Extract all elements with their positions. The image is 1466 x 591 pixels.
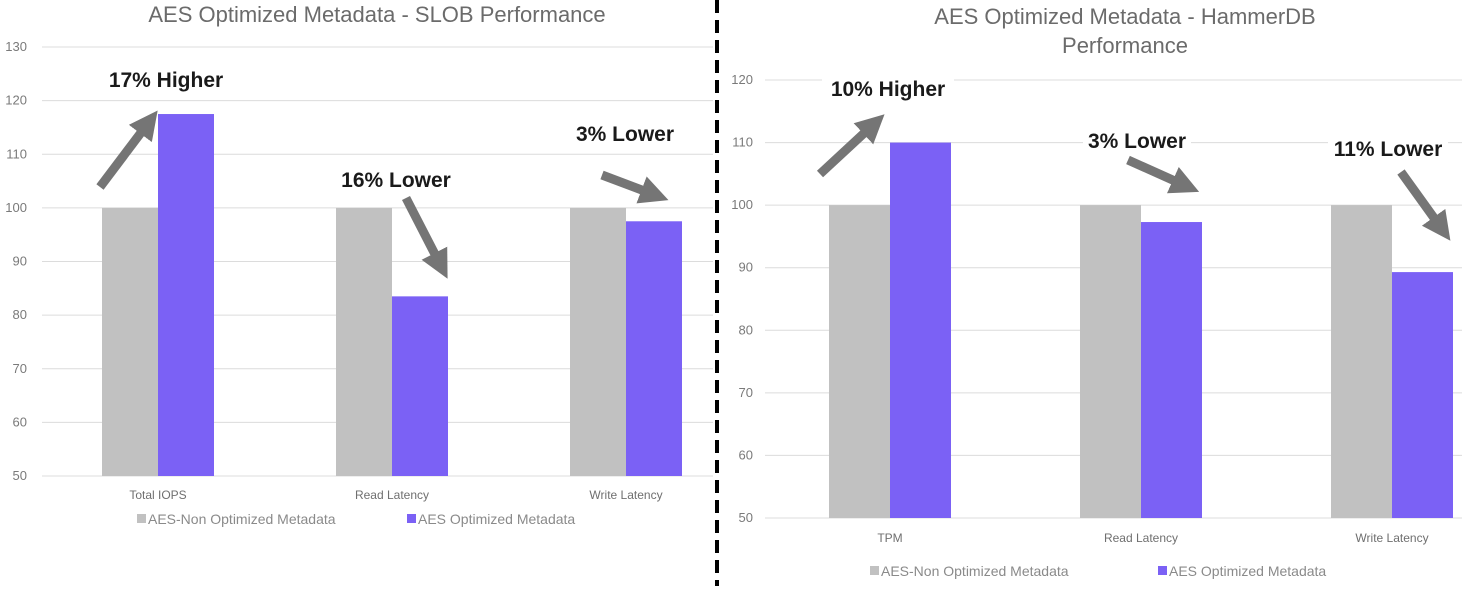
category-label: Write Latency <box>1355 531 1428 545</box>
arrow-down-icon <box>600 170 669 204</box>
category-label: Read Latency <box>1104 531 1178 545</box>
y-tick-label: 100 <box>731 197 753 212</box>
bar-optimized <box>158 114 214 476</box>
y-tick-label: 50 <box>13 468 27 483</box>
annotation-backdrop <box>1328 136 1448 162</box>
legend-label: AES Optimized Metadata <box>1169 563 1326 579</box>
annotation-backdrop <box>571 121 679 147</box>
bar-non-optimized <box>336 207 392 476</box>
y-tick-label: 70 <box>13 361 27 376</box>
legend-swatch <box>137 514 146 523</box>
y-tick-label: 120 <box>731 72 753 87</box>
bar-optimized <box>392 296 448 476</box>
bar-optimized <box>626 221 682 476</box>
bar-optimized <box>1392 272 1453 518</box>
annotation-label: 17% Higher <box>109 69 223 92</box>
bar-non-optimized <box>102 207 158 476</box>
bar-non-optimized <box>829 205 890 518</box>
arrow-down-icon <box>401 195 448 279</box>
y-tick-label: 120 <box>5 93 27 108</box>
y-tick-label: 50 <box>739 510 753 525</box>
arrow-up-icon <box>96 110 158 190</box>
y-tick-label: 90 <box>739 260 753 275</box>
category-label: Write Latency <box>589 488 662 502</box>
annotation-backdrop <box>336 167 456 193</box>
annotation-label: 10% Higher <box>831 78 945 101</box>
y-tick-label: 100 <box>5 200 27 215</box>
chart-title-line: AES Optimized Metadata - HammerDB <box>934 4 1315 29</box>
y-tick-label: 60 <box>739 447 753 462</box>
y-tick-label: 110 <box>6 146 27 161</box>
y-tick-label: 70 <box>739 385 753 400</box>
chart-title-line: Performance <box>1062 33 1188 58</box>
annotation-backdrop <box>100 67 232 93</box>
annotation-label: 3% Lower <box>576 123 674 146</box>
annotation-backdrop <box>822 76 954 102</box>
y-tick-label: 130 <box>5 39 27 54</box>
arrow-down-icon <box>1397 169 1451 241</box>
bar-non-optimized <box>1080 205 1141 518</box>
bar-non-optimized <box>1331 205 1392 518</box>
legend-label: AES-Non Optimized Metadata <box>148 511 336 527</box>
annotation-label: 16% Lower <box>341 169 451 192</box>
annotation-label: 3% Lower <box>1088 130 1186 153</box>
y-tick-label: 80 <box>739 322 753 337</box>
bar-optimized <box>890 142 951 519</box>
y-tick-label: 90 <box>13 254 27 269</box>
arrow-down-icon <box>1126 155 1200 194</box>
arrow-up-icon <box>816 114 885 178</box>
y-tick-label: 110 <box>732 135 753 150</box>
bar-optimized <box>1141 222 1202 518</box>
category-label: Read Latency <box>355 488 429 502</box>
legend-label: AES Optimized Metadata <box>418 511 575 527</box>
legend-swatch <box>1158 566 1167 575</box>
annotation-label: 11% Lower <box>1334 138 1443 161</box>
legend-swatch <box>870 566 879 575</box>
y-tick-label: 80 <box>13 307 27 322</box>
legend-swatch <box>407 514 416 523</box>
y-tick-label: 60 <box>13 414 27 429</box>
category-label: Total IOPS <box>129 488 186 502</box>
bar-non-optimized <box>570 207 626 476</box>
legend-label: AES-Non Optimized Metadata <box>881 563 1069 579</box>
category-label: TPM <box>877 531 902 545</box>
chart-title: AES Optimized Metadata - SLOB Performanc… <box>148 2 605 27</box>
annotation-backdrop <box>1083 128 1191 154</box>
